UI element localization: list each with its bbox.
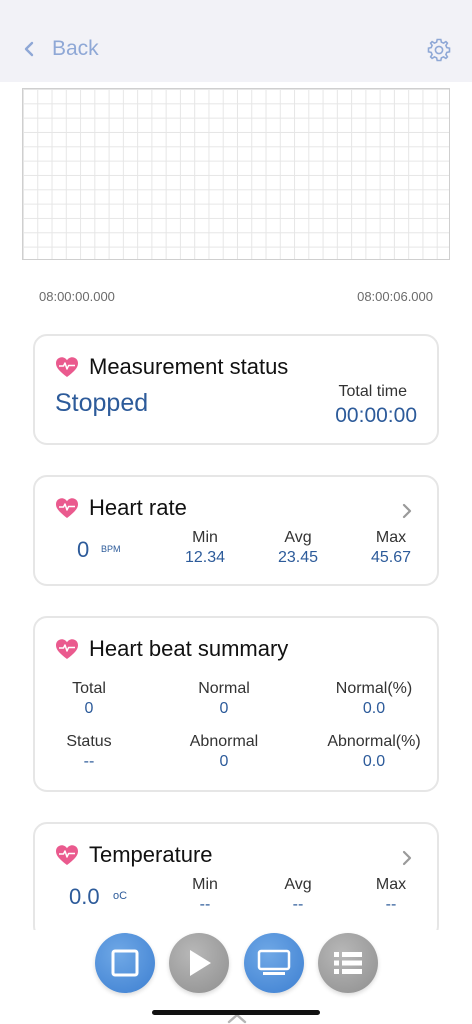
chevron-right-icon[interactable] — [401, 503, 413, 519]
gear-icon[interactable] — [426, 37, 452, 63]
hr-min: Min 12.34 — [184, 529, 226, 566]
hr-avg: Avg 23.45 — [277, 529, 319, 566]
hr-max: Max 45.67 — [370, 529, 412, 566]
chart-time-end: 08:00:06.000 — [357, 289, 433, 304]
temperature-unit: oC — [113, 890, 128, 902]
temp-min: Min -- — [192, 876, 218, 913]
home-indicator — [152, 1010, 320, 1015]
list-button[interactable] — [318, 933, 378, 993]
beat-abnormal-percent: Abnormal(%) 0.0 — [327, 733, 421, 770]
measurement-status-value: Stopped — [55, 389, 149, 417]
monitor-button[interactable] — [244, 933, 304, 993]
beat-status: Status -- — [66, 733, 112, 770]
card-title: Temperature — [89, 842, 213, 867]
chart-time-start: 08:00:00.000 — [39, 289, 115, 304]
temperature-card[interactable]: Temperature 0.0 oC Min -- Avg -- Max -- — [33, 822, 439, 940]
beat-normal-percent: Normal(%) 0.0 — [335, 680, 413, 717]
back-label: Back — [52, 37, 99, 60]
beat-abnormal: Abnormal 0 — [189, 733, 259, 770]
card-title: Heart beat summary — [89, 636, 289, 661]
temp-avg: Avg -- — [284, 876, 312, 913]
heart-rate-card[interactable]: Heart rate 0 BPM Min 12.34 Avg 23.45 Max… — [33, 475, 439, 586]
back-button[interactable]: Back — [22, 34, 99, 64]
chevron-left-icon — [24, 41, 34, 57]
heart-pulse-icon — [56, 845, 78, 865]
stop-button[interactable] — [95, 933, 155, 993]
temp-max: Max -- — [375, 876, 407, 913]
heart-rate-unit: BPM — [101, 544, 121, 554]
measurement-status-card: Measurement status Stopped Total time 00… — [33, 334, 439, 445]
card-title: Measurement status — [89, 354, 289, 379]
heart-pulse-icon — [56, 639, 78, 659]
navigation-bar: Back — [0, 0, 472, 82]
heart-rate-value: 0 — [77, 537, 90, 562]
stop-icon — [111, 949, 139, 977]
card-title: Heart rate — [89, 495, 187, 520]
heart-pulse-icon — [56, 357, 78, 377]
bottom-toolbar — [0, 930, 472, 1024]
monitor-icon — [257, 949, 291, 975]
chevron-right-icon[interactable] — [401, 850, 413, 866]
heart-beat-summary-card: Heart beat summary Total 0 Normal 0 Norm… — [33, 616, 439, 792]
list-icon — [334, 952, 362, 974]
temperature-value: 0.0 — [69, 884, 100, 909]
play-button[interactable] — [169, 933, 229, 993]
ecg-chart-grid — [22, 88, 450, 260]
play-icon — [190, 950, 211, 976]
chevron-up-icon[interactable] — [226, 1012, 248, 1024]
total-time-value: 00:00:00 — [335, 404, 417, 427]
beat-normal: Normal 0 — [198, 680, 250, 717]
heart-pulse-icon — [56, 498, 78, 518]
beat-total: Total 0 — [72, 680, 106, 717]
total-time-label: Total time — [338, 383, 407, 400]
